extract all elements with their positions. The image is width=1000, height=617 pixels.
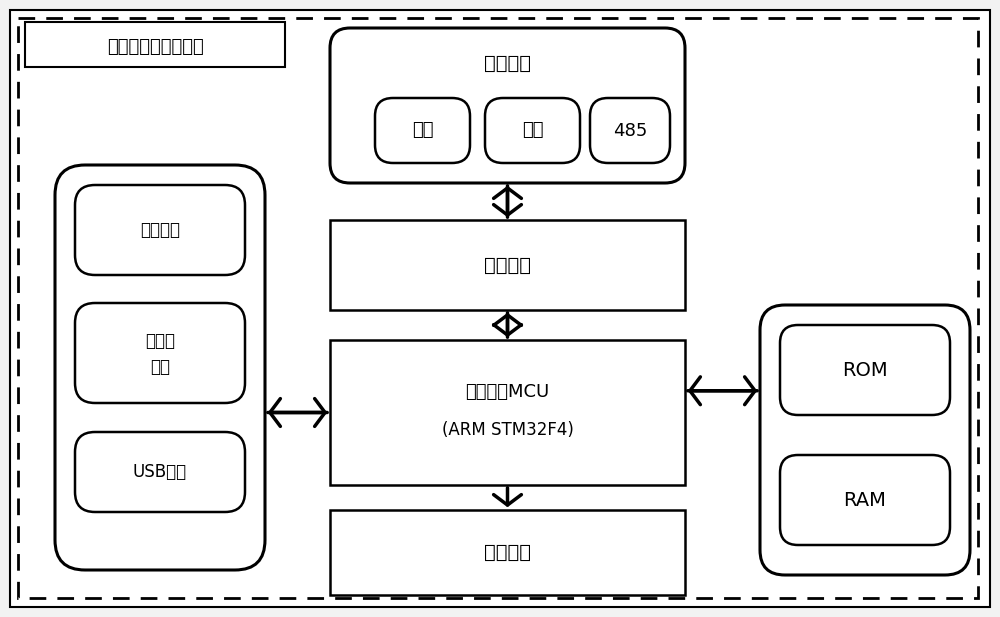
Text: 安全芯片: 安全芯片 [484,255,531,275]
Text: 蓝牙: 蓝牙 [522,122,543,139]
Text: 通信接口: 通信接口 [484,54,531,73]
FancyBboxPatch shape [75,432,245,512]
Text: 接口: 接口 [150,358,170,376]
Text: (ARM STM32F4): (ARM STM32F4) [442,421,573,439]
FancyBboxPatch shape [760,305,970,575]
FancyBboxPatch shape [55,165,265,570]
FancyBboxPatch shape [25,22,285,67]
FancyBboxPatch shape [780,325,950,415]
Text: 红外: 红外 [412,122,433,139]
FancyBboxPatch shape [330,340,685,485]
Text: 微处理器MCU: 微处理器MCU [465,383,550,401]
Text: 传感器: 传感器 [145,332,175,350]
Text: 边缘计算微控制单元: 边缘计算微控制单元 [107,38,203,56]
Text: 计算芯片: 计算芯片 [484,543,531,562]
Text: 485: 485 [613,122,647,139]
FancyBboxPatch shape [375,98,470,163]
FancyBboxPatch shape [780,455,950,545]
FancyBboxPatch shape [330,510,685,595]
FancyBboxPatch shape [75,303,245,403]
Text: RAM: RAM [844,491,886,510]
FancyBboxPatch shape [75,185,245,275]
FancyBboxPatch shape [10,10,990,607]
FancyBboxPatch shape [485,98,580,163]
FancyBboxPatch shape [330,28,685,183]
FancyBboxPatch shape [330,220,685,310]
Text: ROM: ROM [842,360,888,379]
Text: 显示报警: 显示报警 [140,221,180,239]
FancyBboxPatch shape [590,98,670,163]
Text: USB接口: USB接口 [133,463,187,481]
